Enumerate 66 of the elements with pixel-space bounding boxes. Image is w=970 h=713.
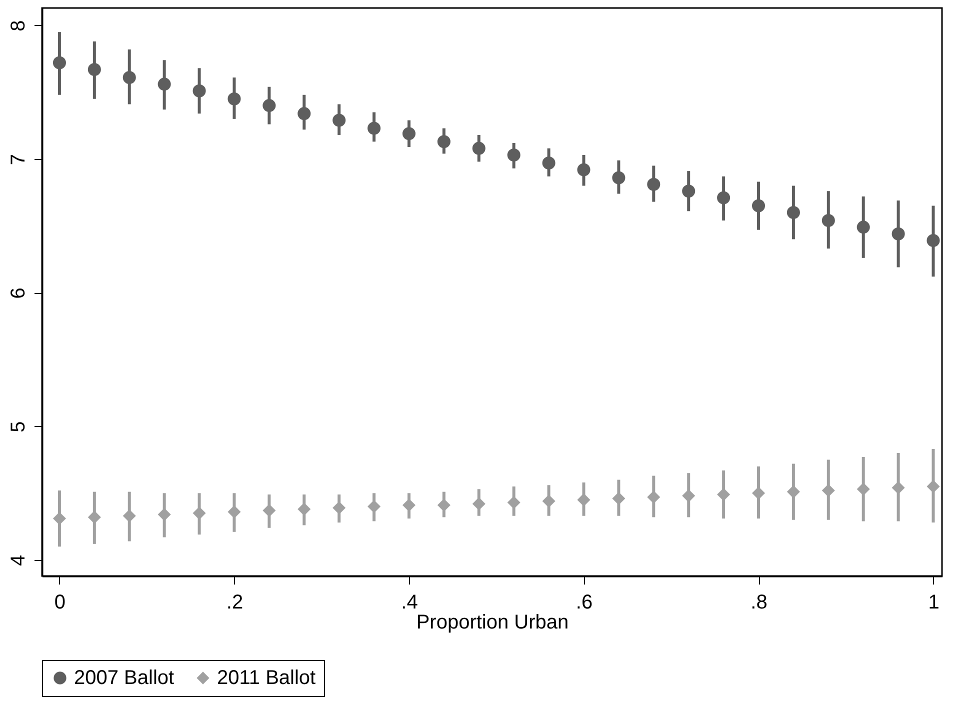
point	[88, 62, 101, 76]
y-tick-label: 8	[8, 20, 30, 32]
point	[542, 494, 556, 508]
point	[158, 508, 171, 522]
x-tick-label: .2	[226, 592, 244, 614]
point	[122, 70, 136, 84]
point	[577, 493, 590, 506]
point	[926, 480, 940, 493]
point	[822, 214, 835, 228]
point	[88, 510, 101, 524]
point	[682, 184, 696, 198]
point	[856, 220, 870, 234]
y-tick-label: 4	[8, 554, 30, 566]
point	[612, 492, 626, 506]
point	[752, 486, 766, 500]
x-tick-label: 0	[54, 592, 66, 614]
point	[332, 501, 346, 514]
point	[822, 484, 835, 497]
point	[192, 506, 206, 520]
point	[298, 107, 311, 120]
point	[472, 497, 486, 510]
point	[402, 498, 416, 512]
point	[717, 488, 730, 501]
point	[507, 496, 520, 510]
point	[507, 148, 520, 162]
point	[262, 504, 276, 518]
x-tick-label: .6	[576, 592, 593, 614]
point	[647, 178, 660, 191]
point	[192, 84, 206, 98]
point	[332, 114, 346, 127]
point	[52, 512, 66, 526]
point	[612, 171, 626, 184]
point	[122, 509, 136, 522]
point	[577, 163, 590, 176]
x-axis-title: Proportion Urban	[416, 612, 569, 634]
point	[228, 505, 241, 518]
y-tick-label: 6	[8, 288, 30, 299]
point	[856, 482, 870, 496]
point	[262, 99, 276, 112]
point	[542, 156, 556, 170]
point	[437, 498, 450, 512]
y-tick-label: 5	[8, 421, 30, 432]
point	[368, 500, 381, 514]
point	[158, 78, 171, 91]
point	[682, 489, 696, 502]
y-tick-label: 7	[8, 154, 30, 166]
point	[892, 227, 905, 240]
point	[402, 127, 416, 140]
point	[717, 191, 730, 204]
point	[472, 142, 486, 155]
point	[786, 206, 800, 219]
legend-label: 2007 Ballot	[74, 667, 175, 689]
point	[298, 502, 311, 516]
point	[786, 485, 800, 498]
point	[437, 135, 450, 148]
point	[52, 56, 66, 70]
x-tick-label: .8	[750, 592, 768, 614]
point	[647, 490, 660, 504]
x-tick-label: 1	[928, 592, 940, 614]
point	[752, 199, 766, 212]
point	[228, 92, 241, 106]
legend-label: 2011 Ballot	[217, 667, 316, 689]
point	[892, 481, 905, 494]
point	[926, 234, 940, 248]
x-tick-label: .4	[401, 592, 418, 614]
point	[368, 122, 381, 135]
